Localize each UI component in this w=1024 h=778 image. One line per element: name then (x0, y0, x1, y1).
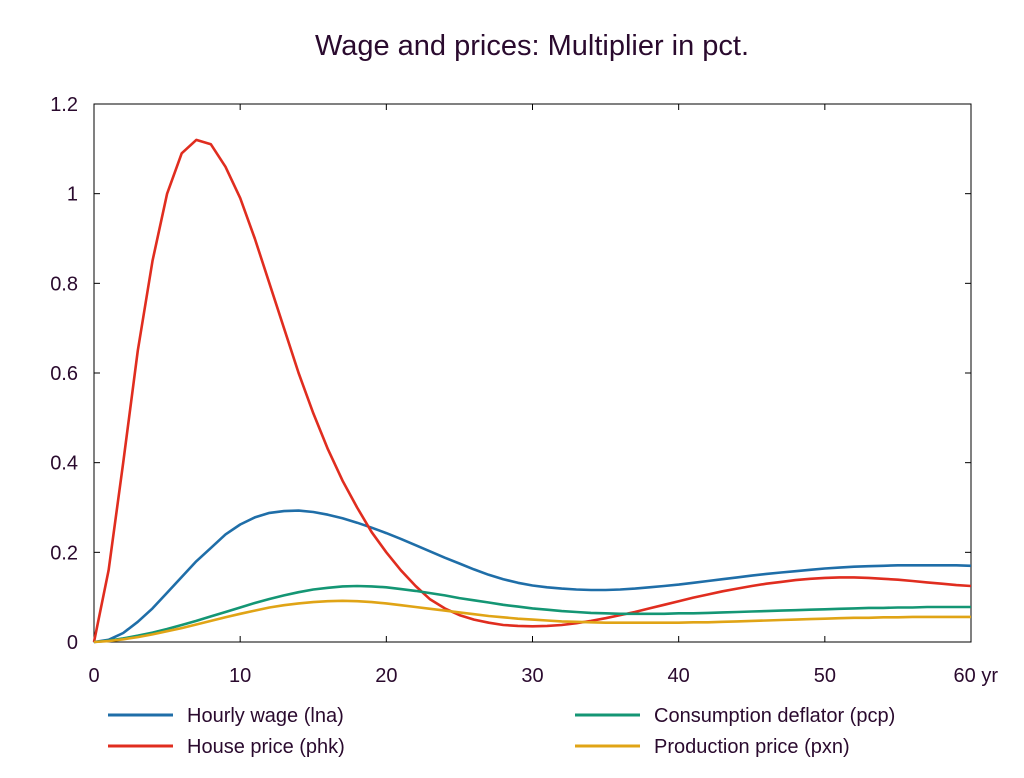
legend-item: Hourly wage (lna) (108, 705, 344, 727)
y-tick-label: 0.6 (50, 363, 78, 385)
y-tick-label: 0 (67, 632, 78, 654)
y-tick-label: 0.2 (50, 542, 78, 564)
legend-item: House price (phk) (108, 736, 345, 758)
legend-label: Production price (pxn) (654, 736, 850, 758)
plot-frame (93, 103, 972, 643)
legend-label: House price (phk) (187, 736, 345, 758)
chart-title: Wage and prices: Multiplier in pct. (314, 30, 750, 62)
x-tick-label: 40 (668, 665, 690, 687)
series-line-0 (93, 509, 972, 644)
legend-label: Hourly wage (lna) (187, 705, 344, 727)
series-line-2 (93, 584, 971, 644)
x-tick-label: 50 (814, 665, 836, 687)
legend-label: Consumption deflator (pcp) (654, 705, 895, 727)
series-line-1 (92, 138, 972, 643)
legend-item: Production price (pxn) (575, 736, 850, 758)
series-line-3 (93, 599, 971, 644)
x-tick-label: 10 (229, 665, 251, 687)
x-tick-label: 60 yr (954, 665, 999, 687)
x-tick-label: 0 (88, 665, 99, 687)
x-tick-label: 30 (521, 665, 543, 687)
x-tick-label: 20 (375, 665, 397, 687)
legend-item: Consumption deflator (pcp) (575, 705, 895, 727)
y-tick-label: 1 (67, 184, 78, 206)
y-tick-label: 0.8 (50, 273, 78, 295)
y-tick-label: 0.4 (50, 453, 78, 475)
y-tick-label: 1.2 (50, 94, 78, 116)
